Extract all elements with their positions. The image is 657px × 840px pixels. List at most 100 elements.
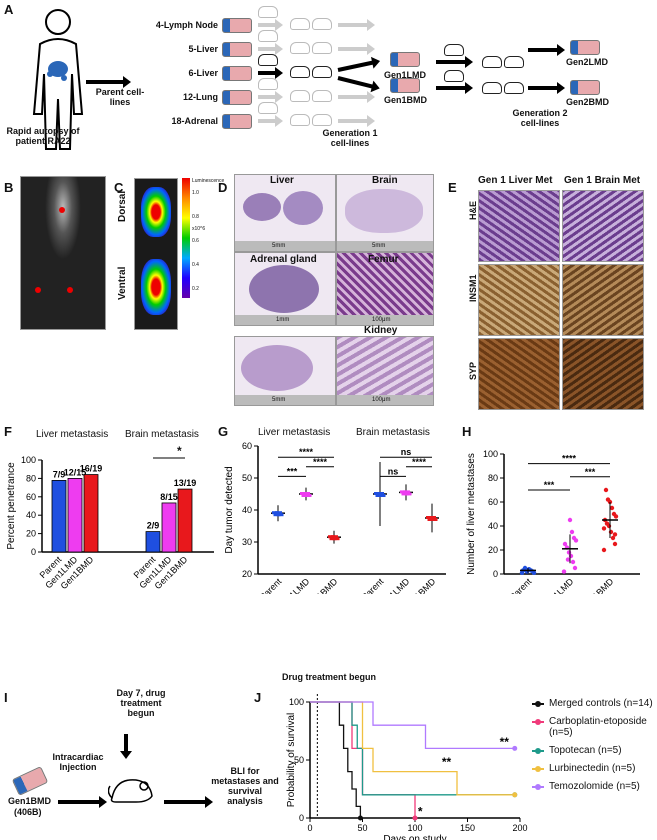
e-brain-he (562, 190, 644, 262)
scale-100um: 100μm (372, 317, 391, 323)
e-brain-syp (562, 338, 644, 410)
y-tick-label: 20 (242, 569, 252, 579)
data-point (404, 492, 412, 496)
y-tick-label: 40 (26, 510, 36, 520)
cell-label: Gen1BMD (8, 796, 52, 806)
arrow-gray (258, 19, 283, 31)
scale-title: Luminescence (192, 178, 225, 184)
legend-marker (535, 719, 541, 725)
gen2-label: Generation 2 cell-lines (512, 108, 568, 128)
histo-kidney (234, 336, 336, 406)
mouse-icon (444, 44, 464, 56)
arrow-gray (258, 115, 283, 127)
sig-label: *** (585, 467, 596, 477)
liver-icon (290, 18, 310, 30)
flask-icon (390, 52, 420, 67)
scale-5mm: 5mm (272, 243, 286, 249)
data-label: 8/15 (160, 492, 178, 502)
panel-label-d: D (218, 180, 228, 195)
data-point (610, 535, 616, 541)
x-tick-label: 150 (460, 823, 475, 833)
data-point (331, 535, 338, 539)
data-point (570, 559, 576, 565)
bar (51, 480, 67, 553)
panel-label-h: H (462, 424, 472, 439)
data-point (609, 505, 615, 511)
histo-femur (336, 252, 434, 326)
ventral-label: Ventral (117, 266, 128, 300)
liver-icon (482, 56, 502, 68)
x-axis-label: Days on study (383, 834, 446, 840)
y-tick-label: 40 (488, 521, 498, 531)
legend-item: Merged controls (n=14) (532, 698, 654, 709)
line-label-4: 12-Lung (183, 92, 218, 102)
data-label: 16/19 (80, 464, 103, 474)
sig-label: **** (299, 447, 314, 457)
bar (177, 488, 193, 553)
gen2bmd-label: Gen2BMD (566, 97, 610, 107)
gen1bmd-label: Gen1BMD (384, 95, 428, 105)
y-tick-label: 40 (242, 505, 252, 515)
tumor-marker (35, 287, 41, 293)
col-liver-met: Gen 1 Liver Met (478, 175, 553, 186)
color-scale-bar (182, 178, 190, 298)
brain-icon (312, 90, 332, 102)
arrow-down (124, 734, 128, 752)
e-liver-insm1 (478, 264, 560, 336)
y-axis-label: Probability of survival (286, 713, 297, 807)
e-brain-insm1 (562, 264, 644, 336)
arrow-to-gen1bmd (337, 76, 374, 89)
data-point (561, 569, 567, 574)
data-label: 7/9 (53, 469, 66, 479)
panel-label-c: C (114, 180, 124, 195)
data-point (565, 557, 571, 562)
data-point (611, 511, 617, 517)
line-label-5: 18-Adrenal (171, 116, 218, 126)
y-tick-label: 100 (289, 697, 304, 707)
data-point (604, 521, 610, 526)
cell-id: (406B) (14, 807, 42, 817)
data-point (430, 518, 438, 521)
data-point (601, 547, 607, 553)
flask-icon (222, 114, 252, 129)
legend-swatch (532, 701, 544, 707)
y-tick-label: 50 (242, 473, 252, 483)
y-tick-label: 100 (483, 449, 498, 459)
liver-icon (290, 90, 310, 102)
scale-1mm: 1mm (276, 317, 290, 323)
data-point (304, 494, 312, 497)
x-tick-label: Gen1LMD (539, 576, 575, 594)
brain-icon (312, 114, 332, 126)
brain-icon (312, 66, 332, 78)
histo-kidney-zoom (336, 336, 434, 406)
x-tick-label: Parent (258, 576, 284, 594)
legend-item: Carboplatin-etoposide (n=5) (532, 716, 654, 738)
data-point (378, 494, 386, 497)
drug-begun-label: Drug treatment begun (282, 672, 377, 682)
data-label: 12/15 (64, 467, 87, 477)
data-label: 13/19 (174, 478, 197, 488)
line-label-3: 6-Liver (188, 68, 218, 78)
arrow-gray (338, 115, 375, 127)
x-tick-label: Gen1BMD (579, 576, 616, 594)
panel-label-a: A (4, 2, 14, 17)
censor-marker (512, 792, 518, 798)
e-liver-syp (478, 338, 560, 410)
arrow-gray (338, 19, 375, 31)
gen1lmd-label: Gen1LMD (384, 70, 427, 80)
data-point (562, 541, 568, 547)
mouse-icon (258, 78, 278, 90)
liver-icon (290, 42, 310, 54)
liver-icon (290, 66, 310, 78)
scale-100um: 100μm (372, 397, 391, 403)
brain-icon (312, 42, 332, 54)
y-tick-label: 30 (242, 537, 252, 547)
censor-marker (357, 815, 363, 821)
mouse-icon (258, 6, 278, 18)
col-brain-met: Gen 1 Brain Met (564, 175, 641, 186)
legend-label: Lurbinectedin (n=5) (549, 763, 636, 774)
flask-icon (390, 78, 420, 93)
kidney-label: Kidney (362, 325, 400, 336)
flask-icon (222, 42, 252, 57)
